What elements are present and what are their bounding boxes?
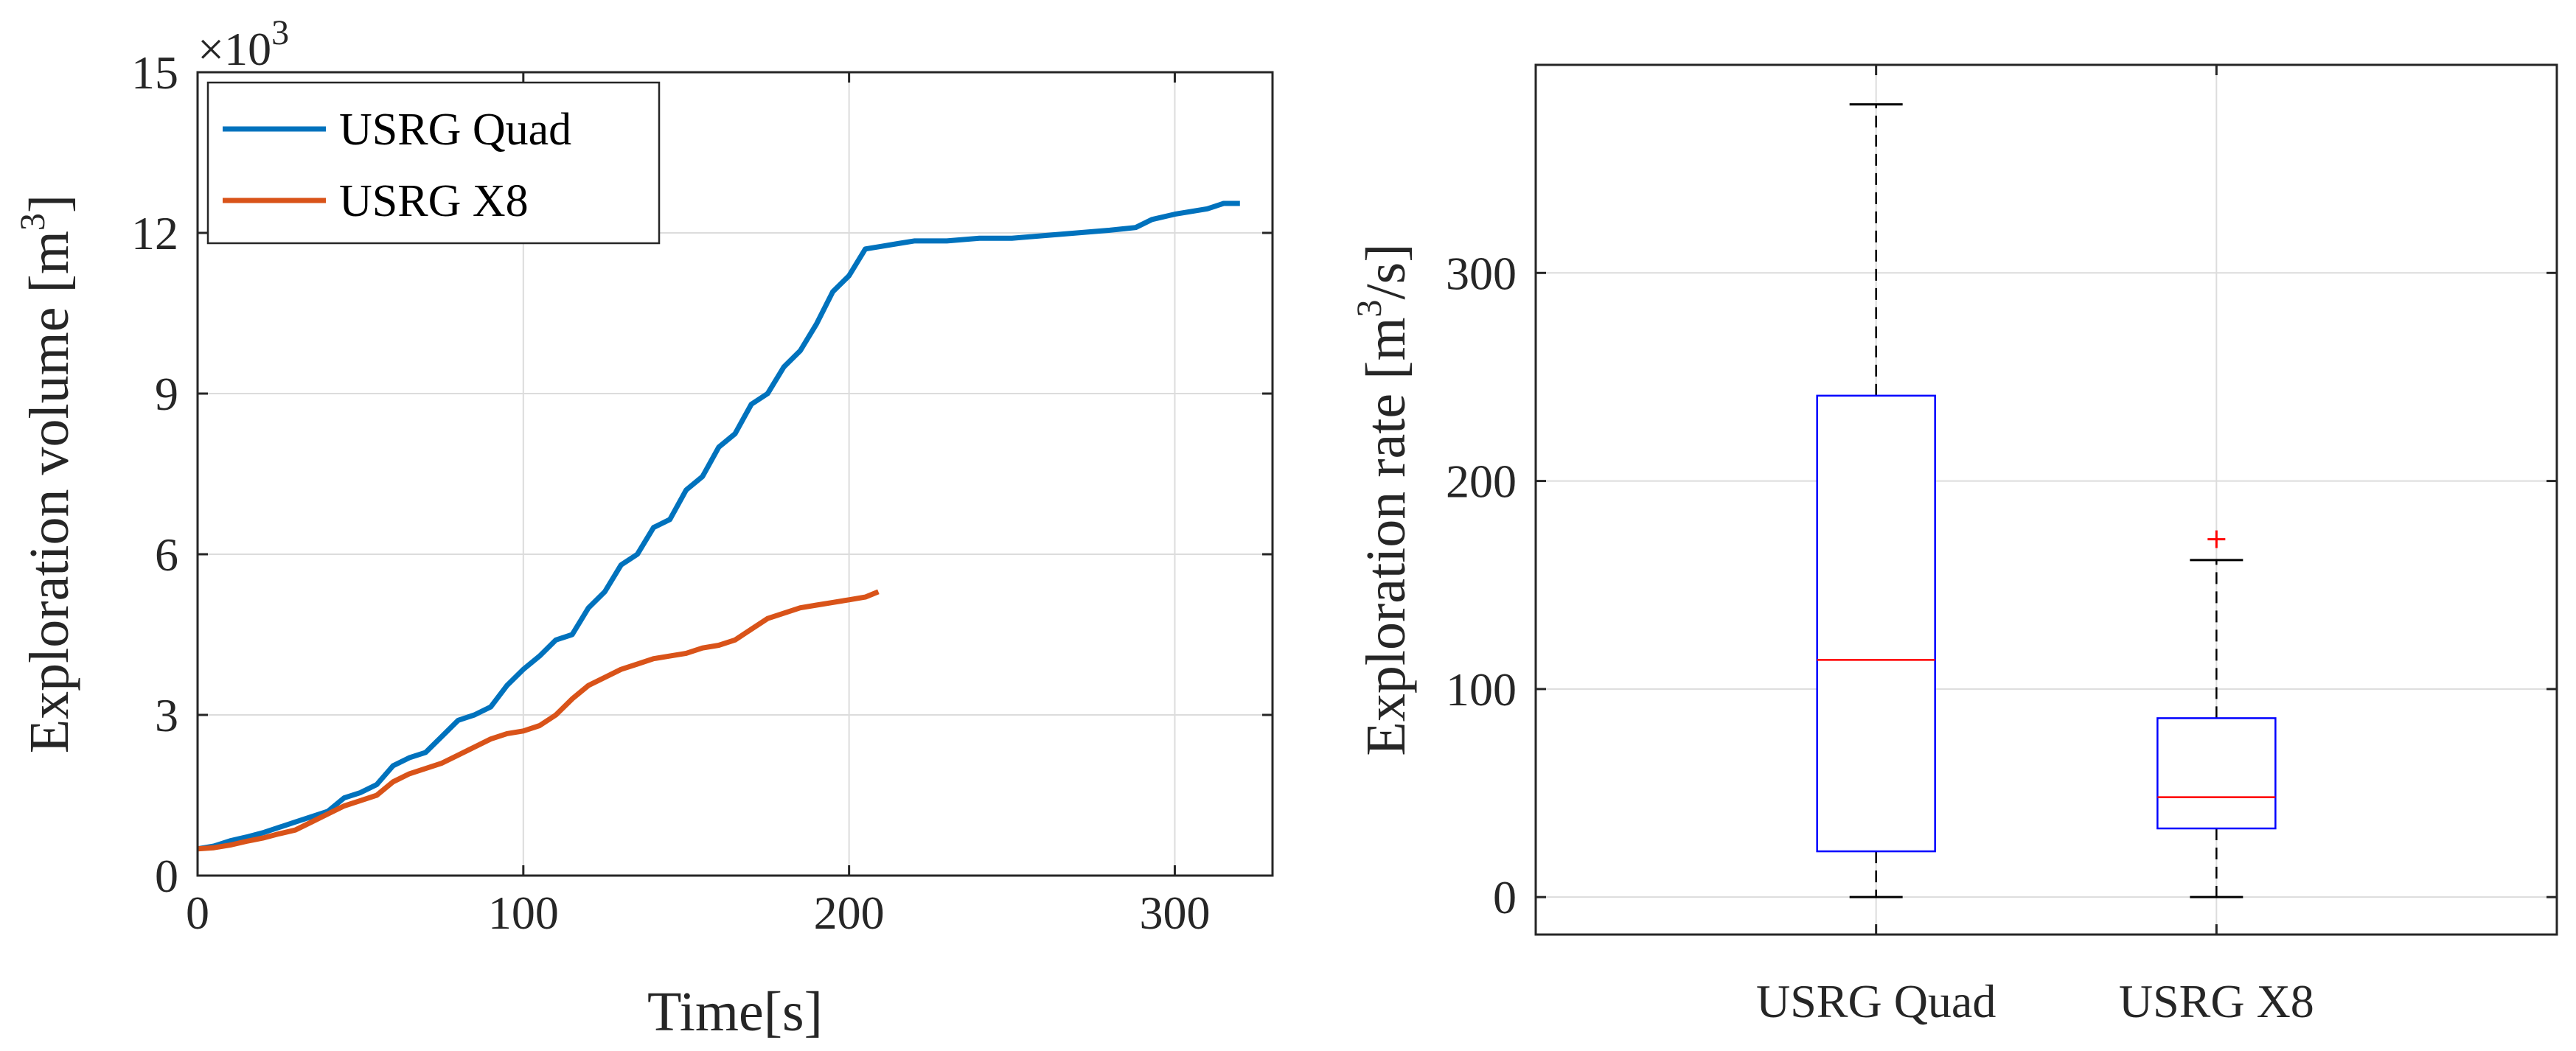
y-tick-label: 15 [131, 46, 178, 99]
legend: USRG Quad USRG X8 [206, 81, 661, 245]
series-line-usrg-quad [197, 200, 1240, 852]
ticks-left [196, 71, 1273, 877]
y-axis-label-right: Exploration rate [m3/s] [1350, 243, 1417, 755]
y-axis-label-left: Exploration volume [m3] [13, 195, 80, 754]
x-axis-label-left: Time[s] [647, 981, 823, 1043]
x-tick-label: 100 [488, 887, 559, 939]
box-iqr [2156, 717, 2277, 830]
axes-frame-left [196, 71, 1274, 877]
legend-label-usrg-x8: USRG X8 [339, 176, 529, 226]
x-tick-label: USRG X8 [2119, 975, 2314, 1027]
plot-area-right [1536, 65, 2557, 935]
x-tick-label: USRG Quad [1756, 975, 1996, 1027]
x-tick-label: 300 [1139, 887, 1210, 939]
legend-box [206, 81, 661, 245]
y-tick-label: 100 [1446, 663, 1517, 716]
line-chart: 0 100 200 300 0 3 6 9 12 15 ×103 Exploration volu… [13, 13, 1274, 1043]
y-tick-label: 12 [131, 207, 178, 259]
series-group [197, 200, 1240, 852]
axes-frame-right [1534, 63, 2558, 936]
box-iqr [1816, 394, 1936, 853]
x-tick-label: 0 [186, 887, 209, 939]
legend-label-usrg-quad: USRG Quad [339, 105, 571, 155]
tick-labels-right: 0 100 200 300 USRG Quad USRG X8 [1446, 247, 2314, 1027]
series-line-usrg-x8 [197, 589, 880, 852]
ticks-right [1536, 65, 2557, 935]
y-tick-label: 0 [1493, 871, 1517, 923]
y-tick-label: 3 [155, 689, 178, 741]
outlier-marker [2207, 530, 2226, 548]
box-usrg-quad [1816, 103, 1936, 898]
box-usrg-x8 [2156, 530, 2277, 898]
y-tick-label: 200 [1446, 455, 1517, 508]
y-tick-label: 0 [155, 850, 178, 902]
boxes-group [1816, 103, 2277, 898]
x-tick-label: 200 [814, 887, 885, 939]
tick-labels-left: 0 100 200 300 0 3 6 9 12 15 [131, 46, 1210, 939]
box-plot: 0 100 200 300 USRG Quad USRG X8 Exploration r… [1350, 63, 2558, 1027]
y-tick-label: 9 [155, 368, 178, 420]
y-tick-label: 300 [1446, 247, 1517, 299]
y-multiplier: ×103 [198, 13, 289, 75]
y-tick-label: 6 [155, 528, 178, 581]
